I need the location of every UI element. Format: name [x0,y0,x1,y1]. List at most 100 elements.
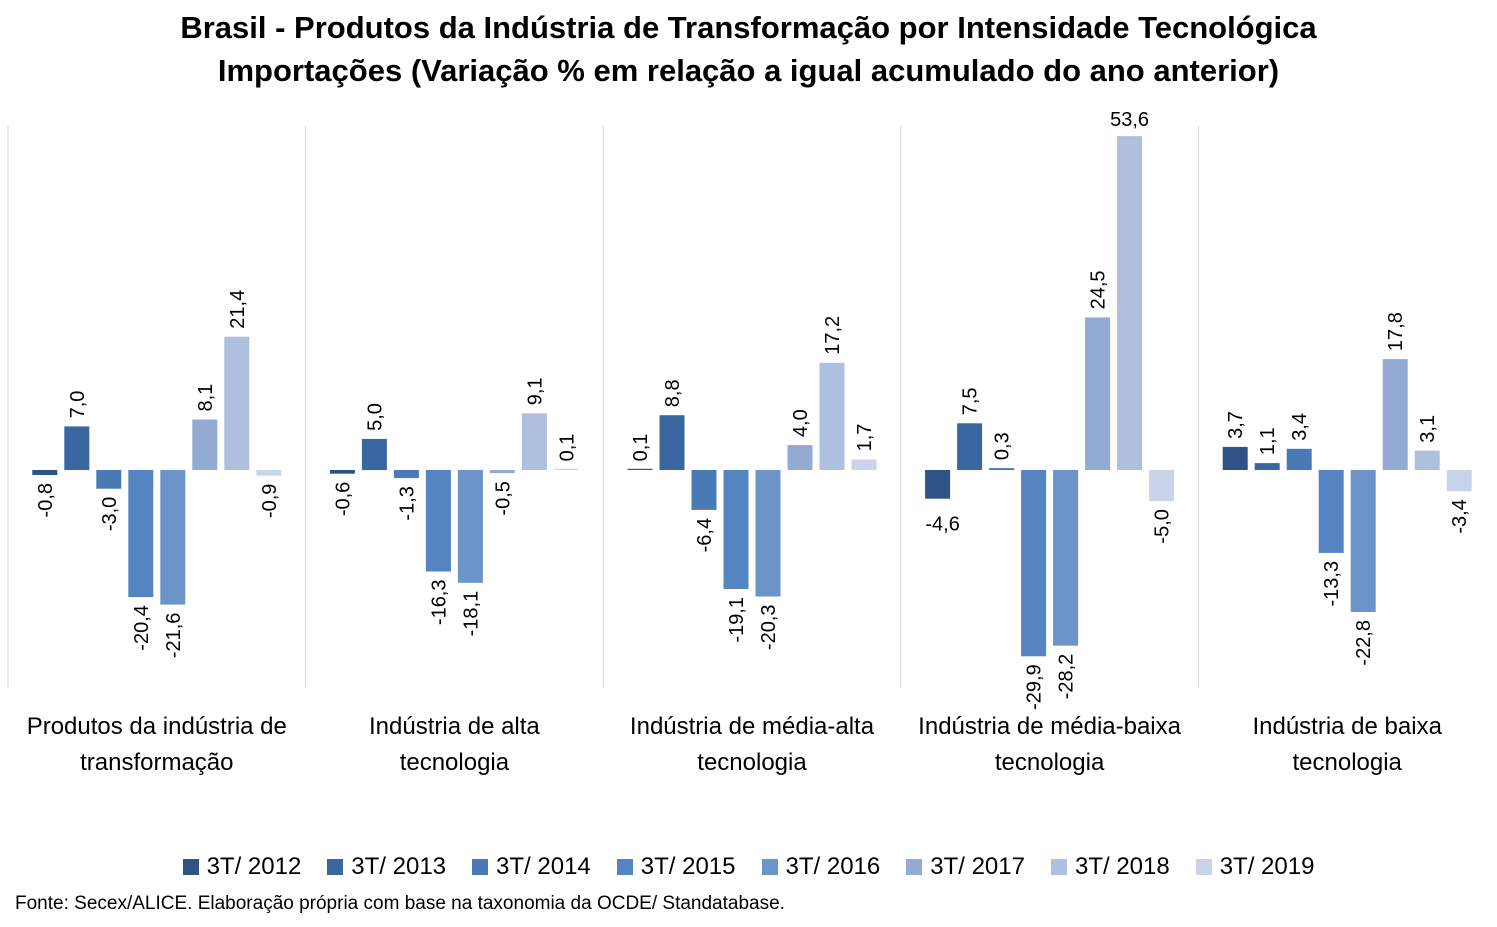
legend-item: 3T/ 2019 [1195,853,1315,881]
chart-title: Brasil - Produtos da Indústria de Transf… [180,10,1317,45]
bar [64,426,90,470]
bar [755,470,781,597]
legend-swatch [761,859,778,875]
legend-swatch [182,859,199,875]
data-label: -20,4 [131,605,153,651]
legend-label: 3T/ 2017 [930,853,1025,880]
data-label: 17,2 [822,316,844,355]
bar-chart: -0,8 7,0 -3,0 -20,4 -21,6 8,1 21,4 -0,9 Produtos… [7,109,1472,776]
legend-item: 3T/ 2013 [327,853,446,881]
bar [819,362,845,470]
category-label: tecnologia [995,749,1105,776]
data-label: -18,1 [460,591,482,637]
bar [1446,470,1472,492]
data-label: -4,6 [925,514,959,536]
legend-label: 3T/ 2013 [351,853,447,880]
category-label: Indústria de baixa [1252,713,1442,740]
data-label: -0,9 [259,484,281,518]
bar [851,459,877,470]
legend-label: 3T/ 2014 [496,853,591,880]
data-label: 0,1 [630,434,652,462]
legend-label: 3T/ 2019 [1219,853,1315,880]
bar [989,468,1015,470]
bar [957,423,983,470]
legend-item: 3T/ 2017 [906,853,1025,881]
chart-title-block: Brasil - Produtos da Indústria de Transf… [0,6,1497,92]
data-label: 17,8 [1385,312,1407,351]
category-label: Indústria de média-baixa [918,713,1181,740]
data-label: -0,6 [332,482,354,516]
legend: 3T/ 2012 3T/ 2013 3T/ 2014 3T/ 2015 3T/ 2016… [0,853,1497,881]
source-note: Fonte: Secex/ALICE. Elaboração própria c… [15,893,785,914]
legend-swatch [327,859,344,875]
bar [1286,448,1312,470]
data-label: 53,6 [1110,109,1149,131]
bar [32,470,58,475]
bar [627,468,653,470]
legend-label: 3T/ 2018 [1074,853,1170,880]
bar [425,470,451,572]
category-label: Produtos da indústria de [27,713,287,740]
bar [489,470,515,474]
data-label: -29,9 [1024,664,1046,710]
data-label: -19,1 [726,597,748,643]
category-label: transformação [80,749,233,776]
category-label: tecnologia [697,749,807,776]
bar [1350,470,1376,612]
data-label: 0,1 [556,434,578,462]
bar [224,336,250,470]
legend-label: 3T/ 2012 [206,853,302,880]
bar [1222,446,1248,470]
bar [96,470,122,489]
legend-label: 3T/ 2015 [640,853,736,880]
bar [457,470,483,583]
data-label: -13,3 [1321,561,1343,607]
data-label: -1,3 [396,486,418,520]
legend-swatch [1195,859,1212,875]
data-label: -3,4 [1449,499,1471,533]
data-label: -20,3 [758,605,780,651]
data-label: 3,7 [1225,411,1247,439]
data-label: 0,3 [992,432,1014,460]
bar [192,419,218,470]
category-label: tecnologia [1292,749,1402,776]
bar [128,470,154,598]
data-label: -5,0 [1152,509,1174,543]
legend-swatch [472,859,489,875]
legend-item: 3T/ 2012 [182,853,302,881]
bar [1117,136,1143,470]
bar [256,470,282,476]
bar [1382,359,1408,470]
legend-item: 3T/ 2015 [616,853,736,881]
data-label: -0,5 [492,481,514,515]
data-label: 24,5 [1088,270,1110,309]
data-label: -16,3 [428,580,450,626]
data-label: -3,0 [99,497,121,531]
bar [925,470,951,499]
data-label: 4,0 [790,409,812,437]
bar [553,468,579,470]
bar [521,413,547,470]
legend-item: 3T/ 2014 [472,853,591,881]
legend-item: 3T/ 2018 [1050,853,1170,881]
data-label: -21,6 [163,613,185,659]
bar [361,438,387,471]
bar [1053,470,1079,646]
data-label: 1,1 [1257,427,1279,455]
legend-item: 3T/ 2016 [761,853,880,881]
bar [1021,470,1047,657]
data-label: -6,4 [694,518,716,552]
category-label: tecnologia [400,749,510,776]
bar [1318,470,1344,553]
data-label: 8,1 [195,384,217,412]
data-label: 7,0 [67,391,89,419]
bar [1254,463,1280,470]
data-label: 9,1 [524,377,546,405]
data-label: 5,0 [364,403,386,431]
legend-swatch [906,859,923,875]
bar [659,415,685,470]
bar [723,470,749,589]
category-label: Indústria de alta [369,713,540,740]
bar [160,470,186,605]
bar [393,470,419,479]
